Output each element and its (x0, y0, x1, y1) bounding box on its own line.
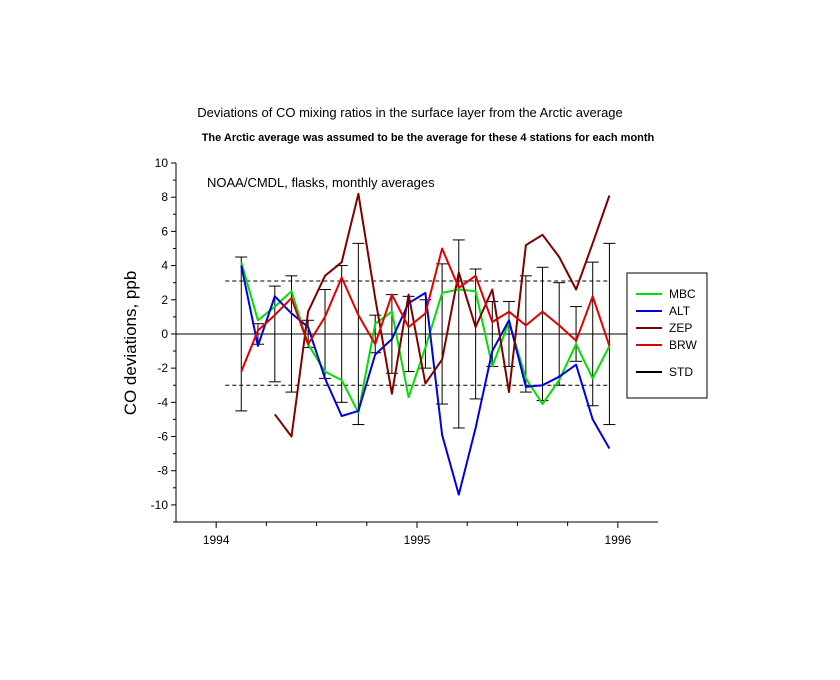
data-source-annotation: NOAA/CMDL, flasks, monthly averages (207, 175, 435, 190)
series-line-zep (274, 192, 611, 438)
y-tick-label: -10 (151, 498, 169, 512)
axes: 10 8 6 4 2 0 -2 -4 -6 -8 -10 1994 1995 1996 (151, 156, 658, 547)
legend-item-zep: ZEP (636, 321, 692, 335)
y-tick-label: 2 (161, 293, 168, 307)
y-tick-label: 8 (161, 190, 168, 204)
y-tick-label: 4 (161, 259, 168, 273)
std-bar (352, 242, 365, 426)
y-tick-label: -8 (157, 464, 168, 478)
data-series (240, 192, 611, 496)
y-tick-label: 10 (155, 156, 169, 170)
x-tick-label: 1994 (203, 533, 230, 547)
legend-label: BRW (669, 338, 697, 352)
std-bar (235, 256, 248, 412)
legend-label: ALT (669, 304, 691, 318)
std-bar (536, 266, 549, 402)
legend: MBC ALT ZEP BRW STD (626, 272, 708, 399)
legend-label: MBC (669, 287, 696, 301)
legend-item-std: STD (636, 365, 693, 379)
y-tick-label: -2 (157, 361, 168, 375)
y-tick-label: -4 (157, 395, 168, 409)
y-tick-label: 0 (161, 327, 168, 341)
std-bar (603, 242, 616, 426)
y-tick-label: 6 (161, 224, 168, 238)
std-bar (570, 306, 583, 362)
chart-title: Deviations of CO mixing ratios in the su… (197, 105, 623, 120)
y-tick-label: -6 (157, 430, 168, 444)
series-line-brw (240, 247, 611, 372)
legend-item-brw: BRW (636, 338, 697, 352)
y-axis-label: CO deviations, ppb (121, 271, 140, 416)
legend-label: STD (669, 365, 693, 379)
legend-item-mbc: MBC (636, 287, 696, 301)
std-bar (369, 314, 382, 354)
x-tick-label: 1996 (604, 533, 631, 547)
series-line-alt (240, 265, 611, 496)
chart-subtitle: The Arctic average was assumed to be the… (202, 132, 655, 144)
std-bar (268, 285, 281, 383)
x-tick-label: 1995 (404, 533, 431, 547)
std-bar (452, 239, 465, 429)
std-bar (285, 275, 298, 393)
legend-item-alt: ALT (636, 304, 691, 318)
legend-label: ZEP (669, 321, 692, 335)
